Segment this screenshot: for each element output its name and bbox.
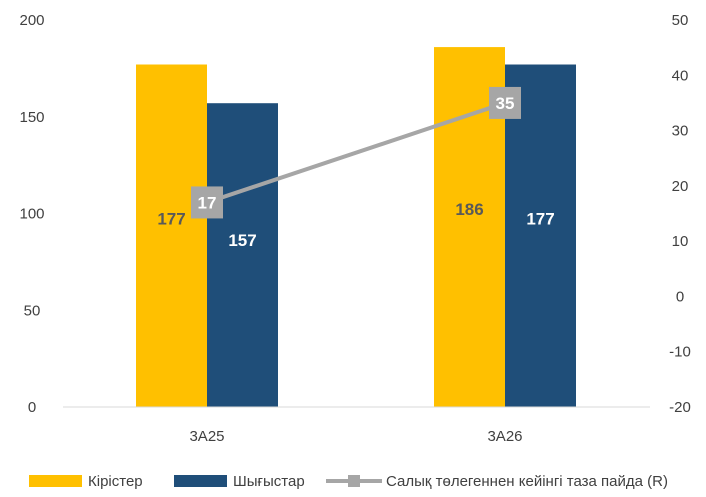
legend-swatch-profit-marker xyxy=(348,475,360,487)
bar-label-expenses-0: 157 xyxy=(228,231,256,250)
y-right-tick-1: -10 xyxy=(669,344,691,361)
bar-expenses-1 xyxy=(505,64,576,407)
y-right-tick-2: 0 xyxy=(676,288,684,305)
y-left-tick-3: 150 xyxy=(19,109,44,126)
bar-revenue-0 xyxy=(136,64,207,407)
y-left-tick-0: 0 xyxy=(28,399,36,416)
y-right-tick-5: 30 xyxy=(672,123,689,140)
legend-label-expenses: Шығыстар xyxy=(233,473,305,490)
legend-label-profit: Салық төлегеннен кейінгі таза пайда (R) xyxy=(386,473,668,490)
y-right-tick-4: 20 xyxy=(672,178,689,195)
y-left-tick-2: 100 xyxy=(19,206,44,223)
legend-swatch-revenue xyxy=(29,475,82,487)
profit-marker-1 xyxy=(489,86,521,119)
y-left-tick-1: 50 xyxy=(24,302,41,319)
y-right-tick-6: 40 xyxy=(672,67,689,84)
line-layer xyxy=(191,86,521,219)
profit-line xyxy=(206,101,506,205)
bar-label-revenue-1: 186 xyxy=(455,200,483,219)
profit-label-1: 35 xyxy=(496,94,515,113)
legend-swatch-expenses xyxy=(174,475,227,487)
y-right-tick-3: 10 xyxy=(672,233,689,250)
y-right-tick-0: -20 xyxy=(669,399,691,416)
bar-label-revenue-0: 177 xyxy=(157,210,185,229)
y-right-tick-7: 50 xyxy=(672,12,689,29)
legend-label-revenue: Кірістер xyxy=(88,473,143,490)
profit-marker-0 xyxy=(191,186,223,219)
bar-expenses-0 xyxy=(207,103,278,407)
legend: Кірістер Шығыстар Салық төлегеннен кейінгі… xyxy=(29,473,668,490)
axes-layer: 0 50 100 150 200 -20 -10 0 10 20 30 40 50 3A25 3A26 xyxy=(19,12,690,445)
x-tick-1: 3A26 xyxy=(487,428,522,445)
y-left-tick-4: 200 xyxy=(19,12,44,29)
bar-label-expenses-1: 177 xyxy=(526,210,554,229)
labels-layer: 177 186 157 177 17 35 xyxy=(157,94,554,250)
x-tick-0: 3A25 xyxy=(189,428,224,445)
profit-label-0: 17 xyxy=(198,193,217,212)
